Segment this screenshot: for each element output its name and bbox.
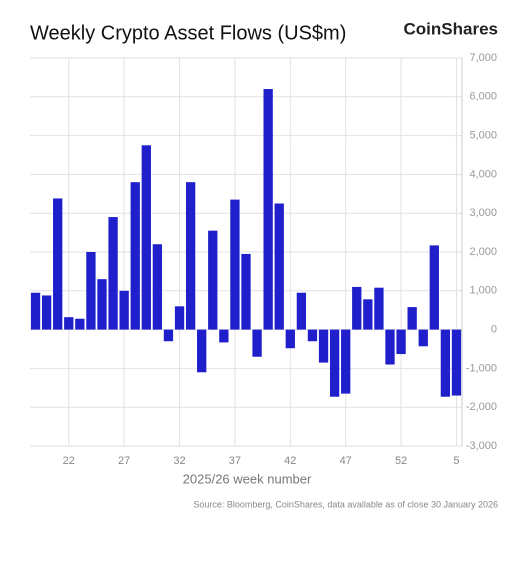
bar [341,329,351,394]
brand: CoinShares [404,19,498,38]
bar [75,318,85,330]
y-tick-label: 1,000 [469,285,497,297]
bar [318,329,329,363]
bar [53,198,63,330]
bar [197,329,207,373]
bar [185,182,196,330]
bar [352,286,362,330]
x-tick-label: 5 [453,455,459,467]
bar [241,253,251,330]
bar [130,182,140,330]
y-tick-label: 5,000 [469,130,497,142]
bar [230,199,240,330]
bar [252,329,262,357]
bar [263,89,273,330]
bar [440,329,451,397]
bar [418,329,428,347]
y-tick-label: 7,000 [469,52,497,64]
bar [41,295,52,330]
bar [119,290,129,330]
y-tick-label: 3,000 [469,207,497,219]
bar [274,203,284,330]
x-tick-label: 32 [173,455,185,467]
bar [374,287,384,330]
bar [108,217,118,330]
bar [163,329,174,342]
x-tick-label: 22 [63,455,75,467]
x-tick-label: 37 [229,455,241,467]
x-axis-label: 2025/26 week number [183,471,312,486]
bar [407,307,417,330]
bar [141,145,151,330]
bar [64,317,74,330]
x-tick-label: 52 [395,455,407,467]
bar [385,329,395,365]
bar [97,279,107,330]
bar [219,329,229,343]
bar [86,252,96,330]
bar [30,292,41,330]
bar [174,306,185,330]
y-tick-label: -2,000 [466,401,497,413]
x-tick-label: 27 [118,455,130,467]
x-tick-label: 47 [340,455,352,467]
chart-title: Weekly Crypto Asset Flows (US$m) [30,22,346,44]
bar [329,329,340,397]
source: Source: Bloomberg, CoinShares, data avai… [193,499,498,509]
y-tick-label: 0 [491,324,497,336]
bar [451,329,462,396]
y-tick-label: 4,000 [469,168,497,180]
bar [396,329,406,355]
y-tick-label: 6,000 [469,91,497,103]
y-tick-label: -1,000 [466,362,497,374]
bar [429,245,439,330]
bar [285,329,295,349]
y-tick-label: -3,000 [466,440,497,452]
x-tick-label: 42 [284,455,296,467]
bar [152,244,163,330]
bar [307,329,318,342]
bar [296,292,307,330]
y-tick-label: 2,000 [469,246,497,258]
bar [208,230,218,330]
bar [363,299,373,330]
